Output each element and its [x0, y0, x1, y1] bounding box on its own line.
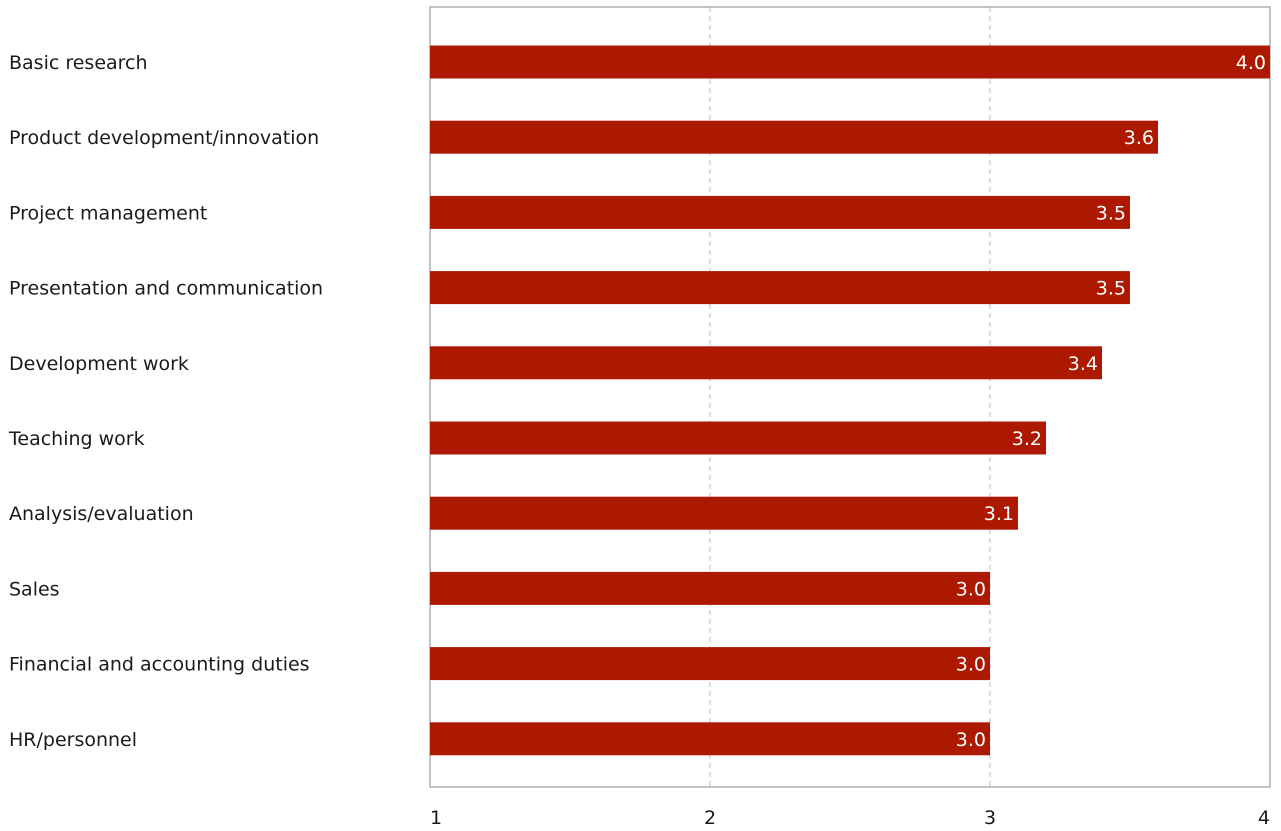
category-label: Project management: [9, 202, 207, 224]
data-label: 3.0: [956, 578, 986, 600]
data-label: 3.5: [1096, 202, 1126, 224]
bar: [430, 346, 1102, 380]
bar: [430, 271, 1130, 305]
data-label: 3.6: [1124, 127, 1154, 149]
data-label: 3.1: [984, 503, 1014, 525]
bar: [430, 421, 1046, 455]
category-label: Development work: [9, 353, 189, 375]
category-label: Analysis/evaluation: [9, 503, 194, 525]
data-label: 3.4: [1068, 353, 1098, 375]
bar: [430, 647, 990, 681]
category-label: HR/personnel: [9, 729, 137, 751]
category-label: Product development/innovation: [9, 127, 319, 149]
x-tick-label: 1: [430, 807, 442, 827]
category-label: Financial and accounting duties: [9, 654, 310, 676]
bar: [430, 195, 1130, 229]
x-tick-label: 2: [704, 807, 716, 827]
data-label: 4.0: [1236, 52, 1266, 74]
category-label: Sales: [9, 578, 60, 600]
bar: [430, 120, 1158, 154]
x-tick-label: 4: [1258, 807, 1270, 827]
category-label: Presentation and communication: [9, 278, 323, 300]
bar: [430, 571, 990, 605]
category-label: Basic research: [9, 52, 148, 74]
bar: [430, 496, 1018, 530]
data-label: 3.5: [1096, 278, 1126, 300]
bar: [430, 722, 990, 756]
data-label: 3.2: [1012, 428, 1042, 450]
data-label: 3.0: [956, 654, 986, 676]
plot-frame: [429, 6, 1271, 788]
category-label: Teaching work: [8, 428, 145, 450]
x-tick-label: 3: [984, 807, 996, 827]
bar: [430, 45, 1270, 79]
data-label: 3.0: [956, 729, 986, 751]
